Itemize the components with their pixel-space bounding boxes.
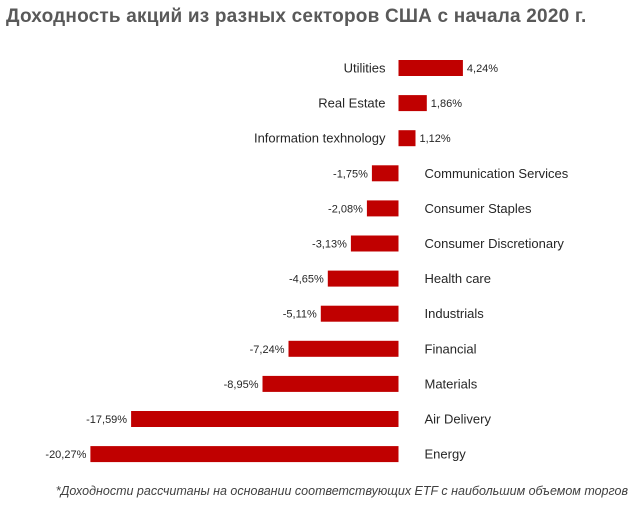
bar-4: [371, 165, 399, 182]
category-label-6: Consumer Discretionary: [425, 236, 565, 251]
bar-10: [262, 375, 399, 392]
category-label-11: Air Delivery: [425, 412, 492, 427]
bar-9: [288, 340, 399, 357]
category-label-2: Real Estate: [318, 96, 385, 111]
value-label-7: -4,65%: [289, 274, 324, 286]
category-label-1: Utilities: [344, 61, 386, 76]
category-label-3: Information texhnology: [254, 131, 386, 146]
value-label-9: -7,24%: [250, 344, 285, 356]
category-label-10: Materials: [425, 376, 478, 391]
category-label-8: Industrials: [425, 306, 485, 321]
bar-11: [131, 411, 399, 427]
bar-7: [327, 270, 399, 287]
value-label-1: 4,24%: [467, 63, 498, 75]
value-label-4: -1,75%: [333, 168, 368, 180]
footnote: *Доходности рассчитаны на основании соот…: [55, 484, 628, 498]
chart-title: Доходность акций из разных секторов США …: [6, 6, 587, 27]
category-label-5: Consumer Staples: [425, 201, 532, 216]
category-label-7: Health care: [425, 271, 491, 286]
bar-1: [398, 60, 463, 76]
category-label-4: Communication Services: [425, 166, 569, 181]
value-label-2: 1,86%: [431, 98, 462, 110]
value-label-12: -20,27%: [45, 449, 86, 461]
value-label-10: -8,95%: [224, 379, 259, 391]
labels-layer: Utilities 4,24% Real Estate 1,86% Informatio…: [45, 61, 568, 462]
bar-2: [398, 95, 427, 112]
value-label-5: -2,08%: [328, 203, 363, 215]
category-label-9: Financial: [425, 341, 477, 356]
value-label-3: 1,12%: [420, 133, 451, 145]
bar-5: [366, 200, 399, 217]
value-label-11: -17,59%: [86, 414, 127, 426]
bar-12: [90, 446, 399, 463]
bar-3: [398, 130, 416, 147]
category-label-12: Energy: [425, 447, 467, 462]
value-label-6: -3,13%: [312, 239, 347, 251]
bars-layer: [90, 60, 463, 463]
value-label-8: -5,11%: [283, 309, 317, 321]
bar-6: [350, 235, 399, 252]
bar-8: [320, 305, 399, 322]
